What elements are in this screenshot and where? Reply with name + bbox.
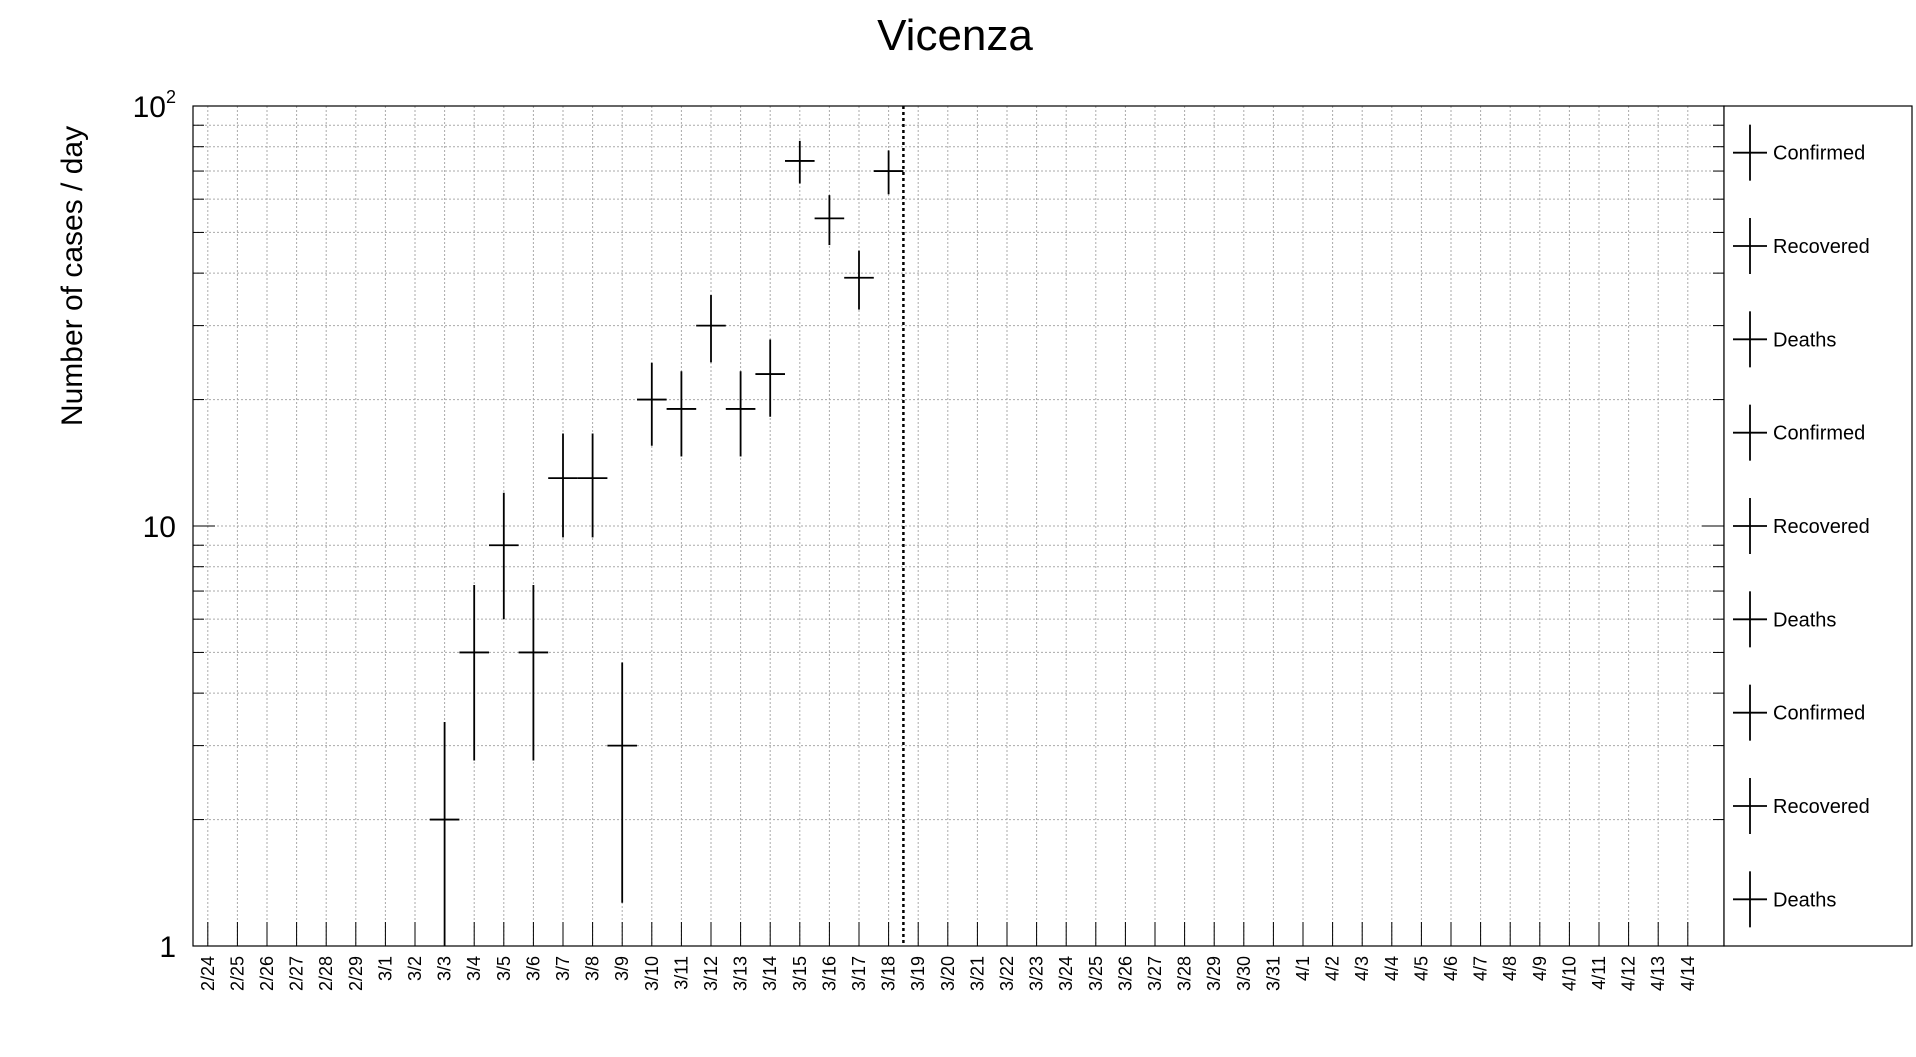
x-tick-label: 4/5 (1411, 956, 1431, 981)
x-tick-label: 2/26 (257, 956, 277, 991)
legend-entry-label: Recovered (1773, 516, 1870, 538)
x-tick-label: 3/16 (819, 956, 839, 991)
x-tick-label: 3/7 (553, 956, 573, 981)
x-tick-label: 3/5 (494, 956, 514, 981)
x-tick-label: 3/31 (1263, 956, 1283, 991)
x-tick-label: 4/14 (1678, 956, 1698, 991)
x-tick-label: 3/12 (701, 956, 721, 991)
x-tick-label: 3/30 (1234, 956, 1254, 991)
legend-layer: Confirmed Recovered Deaths Confirmed Recover… (1723, 105, 1913, 947)
legend-entry-label: Recovered (1773, 236, 1870, 258)
grid-layer (193, 105, 1724, 947)
legend-entry-label: Recovered (1773, 796, 1870, 818)
x-tick-label: 2/29 (346, 956, 366, 991)
x-tick-label: 3/17 (849, 956, 869, 991)
y-tick-label: 1 (159, 931, 176, 964)
x-tick-label: 4/4 (1382, 956, 1402, 981)
x-tick-label: 3/4 (464, 956, 484, 981)
x-tick-label: 4/11 (1589, 956, 1609, 990)
legend-entry-label: Deaths (1773, 609, 1836, 631)
x-tick-label: 2/24 (198, 956, 218, 991)
x-tick-label: 2/25 (227, 956, 247, 991)
y-axis-label: Number of cases / day (56, 126, 89, 426)
x-tick-label: 2/27 (287, 956, 307, 991)
x-tick-label: 4/3 (1352, 956, 1372, 981)
x-tick-label: 3/10 (642, 956, 662, 991)
x-tick-label: 3/3 (435, 956, 455, 981)
legend-entry-label: Confirmed (1773, 703, 1865, 725)
x-tick-label: 3/25 (1086, 956, 1106, 991)
x-tick-label: 4/9 (1530, 956, 1550, 981)
x-tick-label: 3/24 (1056, 956, 1076, 991)
x-tick-label: 3/22 (997, 956, 1017, 991)
x-tick-label: 3/13 (731, 956, 751, 991)
x-tick-label: 3/1 (375, 956, 395, 981)
x-tick-label: 3/27 (1145, 956, 1165, 991)
legend-entry-label: Deaths (1773, 329, 1836, 351)
chart-title: Vicenza (877, 11, 1033, 60)
x-tick-label: 4/6 (1441, 956, 1461, 981)
x-tick-label: 3/8 (583, 956, 603, 981)
x-tick-label: 3/18 (879, 956, 899, 991)
x-tick-label: 4/10 (1559, 956, 1579, 991)
x-tick-label: 3/11 (671, 956, 691, 990)
legend-entry-label: Deaths (1773, 889, 1836, 911)
x-tick-label: 2/28 (316, 956, 336, 991)
y-tick-label: 102 (133, 87, 176, 124)
x-tick-label: 4/7 (1471, 956, 1491, 981)
x-tick-label: 3/20 (938, 956, 958, 991)
x-tick-label: 3/2 (405, 956, 425, 981)
x-tick-label: 3/29 (1204, 956, 1224, 991)
x-tick-label: 3/28 (1175, 956, 1195, 991)
axes-layer: 1 10 102 2/24 2/25 2/26 2/27 2/28 2/29 3/1 3/2 3/3 3… (133, 87, 1725, 991)
x-tick-label: 4/13 (1648, 956, 1668, 991)
x-tick-label: 3/21 (967, 956, 987, 991)
legend-entry-label: Confirmed (1773, 143, 1865, 165)
x-tick-label: 4/1 (1293, 956, 1313, 981)
legend-entry-label: Confirmed (1773, 423, 1865, 445)
x-tick-label: 4/8 (1500, 956, 1520, 981)
x-tick-label: 3/26 (1115, 956, 1135, 991)
x-tick-label: 3/15 (790, 956, 810, 991)
x-tick-label: 3/9 (612, 956, 632, 981)
x-tick-label: 4/2 (1323, 956, 1343, 981)
y-tick-label: 10 (143, 511, 176, 544)
x-tick-label: 3/6 (523, 956, 543, 981)
x-tick-label: 4/12 (1619, 956, 1639, 991)
data-layer (429, 140, 904, 946)
x-tick-label: 3/23 (1027, 956, 1047, 991)
x-tick-label: 3/19 (908, 956, 928, 991)
x-tick-label: 3/14 (760, 956, 780, 991)
